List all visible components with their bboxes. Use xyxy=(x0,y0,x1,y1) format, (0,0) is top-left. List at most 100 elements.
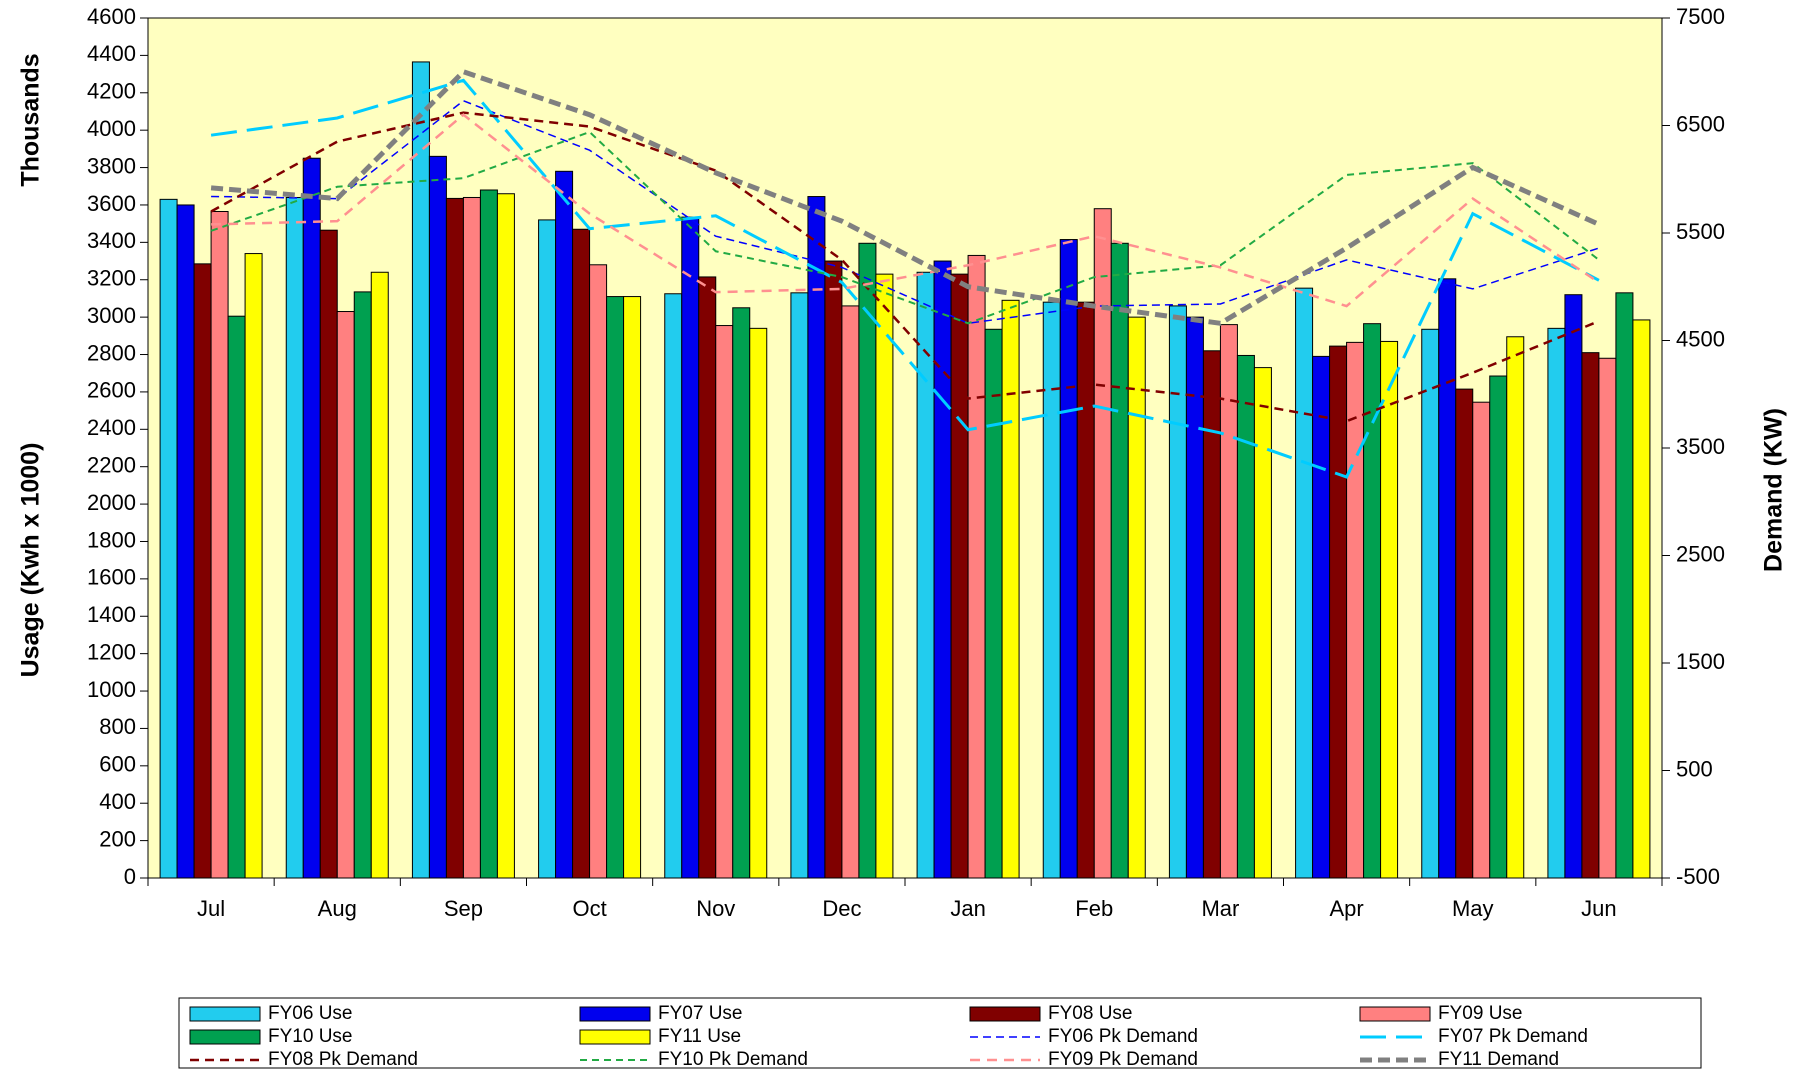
bar xyxy=(411,61,430,879)
bar xyxy=(227,315,246,879)
bar xyxy=(1253,367,1272,879)
y-tick-label: 1600 xyxy=(87,565,136,590)
demand-line xyxy=(210,78,1600,479)
bar xyxy=(807,196,826,879)
legend-swatch xyxy=(579,1006,651,1022)
y-unit: Thousands xyxy=(17,53,45,186)
bar xyxy=(1615,292,1634,879)
y-tick-label: 0 xyxy=(124,864,136,889)
bar xyxy=(1127,316,1146,879)
bar xyxy=(950,273,969,879)
bar xyxy=(285,196,304,879)
bar xyxy=(176,204,195,879)
bar xyxy=(1346,341,1365,879)
legend-swatch xyxy=(1359,1006,1431,1022)
bar xyxy=(210,211,229,879)
bar xyxy=(698,276,717,879)
bar xyxy=(244,253,263,879)
x-tick-label: Dec xyxy=(822,896,861,921)
bar xyxy=(1219,324,1238,879)
y-tick-label: 3800 xyxy=(87,153,136,178)
bar xyxy=(933,260,952,879)
bar xyxy=(159,198,178,879)
bar xyxy=(967,254,986,879)
bar xyxy=(1598,357,1617,879)
x-tick-label: Feb xyxy=(1075,896,1113,921)
legend-swatch xyxy=(189,1006,261,1022)
bar xyxy=(841,305,860,879)
plot-area xyxy=(147,17,1663,879)
y2-tick-label: 500 xyxy=(1676,756,1713,781)
legend-label: FY06 Use xyxy=(268,1003,352,1024)
y-tick-label: 1000 xyxy=(87,677,136,702)
bar xyxy=(664,293,683,879)
demand-line xyxy=(211,113,1600,308)
bar xyxy=(445,197,464,879)
bar xyxy=(428,155,447,879)
legend xyxy=(178,997,1702,1069)
bar xyxy=(1380,340,1399,879)
bar xyxy=(302,157,321,879)
bar xyxy=(1185,316,1204,879)
bar xyxy=(916,271,935,879)
bar xyxy=(749,327,768,879)
legend-label: FY09 Use xyxy=(1438,1003,1522,1024)
y-tick-label: 800 xyxy=(99,714,136,739)
y-tick-label: 2800 xyxy=(87,340,136,365)
demand-line xyxy=(210,111,1600,423)
bar xyxy=(572,228,591,879)
legend-label: FY08 Use xyxy=(1048,1003,1132,1024)
y-tick-label: 3600 xyxy=(87,191,136,216)
legend-label: FY07 Pk Demand xyxy=(1438,1026,1588,1047)
y2-tick-label: 6500 xyxy=(1676,111,1725,136)
bar xyxy=(319,229,338,879)
x-tick-label: Oct xyxy=(572,896,606,921)
y-tick-label: 1400 xyxy=(87,602,136,627)
legend-label: FY10 Pk Demand xyxy=(658,1049,808,1069)
legend-label: FY06 Pk Demand xyxy=(1048,1026,1198,1047)
y2-tick-label: 3500 xyxy=(1676,434,1725,459)
bar xyxy=(606,296,625,879)
bar xyxy=(715,325,734,879)
bar xyxy=(681,216,700,879)
y-tick-label: 4200 xyxy=(87,79,136,104)
y-tick-label: 200 xyxy=(99,826,136,851)
y2-tick-label: 1500 xyxy=(1676,649,1725,674)
y-tick-label: 2600 xyxy=(87,378,136,403)
bar xyxy=(1236,354,1255,879)
y-tick-label: 3400 xyxy=(87,228,136,253)
y-axis-label: Usage (Kwh x 1000) xyxy=(17,443,45,678)
bar xyxy=(538,219,557,879)
bar xyxy=(1581,352,1600,879)
bar xyxy=(1295,287,1314,879)
y2-tick-label: 4500 xyxy=(1676,326,1725,351)
bar xyxy=(1312,355,1331,879)
y-tick-label: 3200 xyxy=(87,266,136,291)
y-tick-label: 3000 xyxy=(87,303,136,328)
bar xyxy=(370,271,389,879)
y2-tick-label: 2500 xyxy=(1676,541,1725,566)
bar xyxy=(732,307,751,879)
bar xyxy=(1506,336,1525,879)
legend-label: FY11 Use xyxy=(658,1026,741,1047)
bar xyxy=(353,291,372,879)
legend-label: FY09 Pk Demand xyxy=(1048,1049,1198,1069)
x-tick-label: Mar xyxy=(1201,896,1239,921)
bar xyxy=(790,292,809,879)
y-tick-label: 4400 xyxy=(87,41,136,66)
bar xyxy=(1001,299,1020,879)
x-tick-label: Nov xyxy=(696,896,735,921)
bar xyxy=(1363,323,1382,879)
bar xyxy=(1059,239,1078,879)
x-tick-label: Jan xyxy=(950,896,985,921)
bar xyxy=(479,189,498,879)
legend-label: FY08 Pk Demand xyxy=(268,1049,418,1069)
legend-swatch xyxy=(579,1029,651,1045)
bar xyxy=(1421,328,1440,879)
demand-line xyxy=(211,99,1600,325)
legend-label: FY11 Demand xyxy=(1438,1049,1559,1069)
bar xyxy=(1472,401,1491,879)
bar xyxy=(336,311,355,879)
bar xyxy=(462,196,481,879)
bar xyxy=(1076,301,1095,879)
